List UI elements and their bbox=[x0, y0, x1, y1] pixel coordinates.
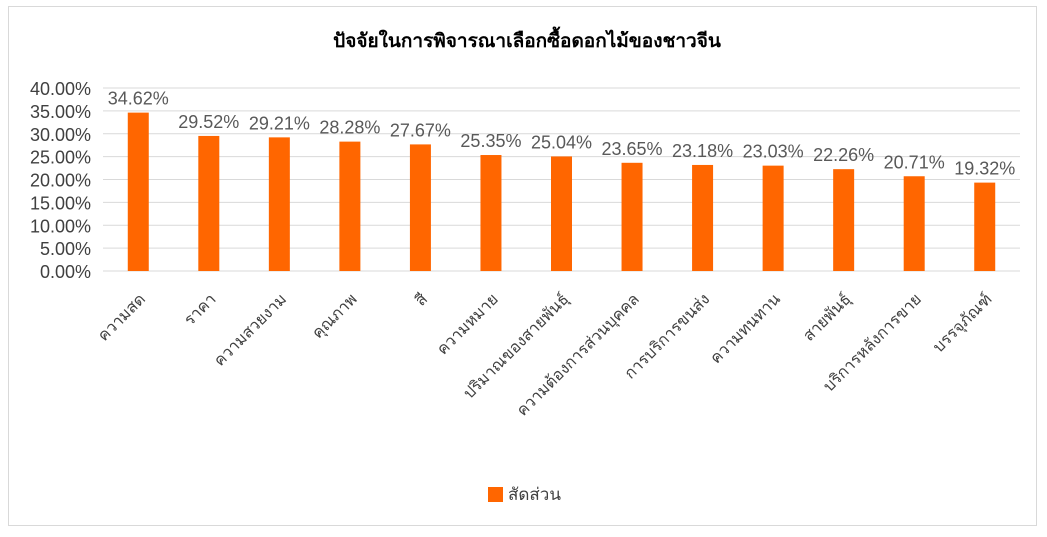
bar bbox=[692, 164, 714, 271]
x-tick-label: ความสด bbox=[94, 289, 149, 344]
data-label: 19.32% bbox=[954, 159, 1015, 179]
x-tick-label: บรรจุภัณฑ์ bbox=[929, 289, 996, 356]
data-label: 23.18% bbox=[672, 141, 733, 161]
x-tick-label: ความหมาย bbox=[433, 289, 502, 358]
y-tick-label: 0.00% bbox=[40, 262, 91, 282]
x-tick-label: สายพันธุ์ bbox=[799, 289, 855, 345]
data-label: 22.26% bbox=[813, 145, 874, 165]
y-tick-label: 10.00% bbox=[30, 216, 91, 236]
bar bbox=[127, 112, 149, 272]
data-label: 20.71% bbox=[884, 152, 945, 172]
data-label: 25.35% bbox=[460, 131, 521, 151]
legend: สัดส่วน bbox=[488, 485, 561, 505]
bar bbox=[409, 144, 431, 271]
x-tick-label: ความสวยงาม bbox=[210, 289, 290, 369]
data-label: 23.03% bbox=[743, 142, 804, 162]
bars bbox=[127, 112, 996, 272]
y-tick-label: 40.00% bbox=[30, 79, 91, 99]
data-label: 34.62% bbox=[108, 89, 169, 109]
data-label: 25.04% bbox=[531, 132, 592, 152]
bar bbox=[339, 141, 361, 271]
y-tick-label: 30.00% bbox=[30, 125, 91, 145]
data-label: 29.21% bbox=[249, 113, 310, 133]
data-label: 28.28% bbox=[319, 118, 380, 138]
chart-title: ปัจจัยในการพิจารณาเลือกซื้อดอกไม้ของชาวจ… bbox=[333, 26, 721, 52]
x-tick-label: ราคา bbox=[180, 289, 220, 329]
bar bbox=[974, 182, 996, 271]
bar bbox=[198, 135, 220, 271]
y-axis: 0.00% 5.00% 10.00% 15.00%20.00% 25.00% 30.00%… bbox=[30, 79, 91, 282]
y-tick-label: 15.00% bbox=[30, 193, 91, 213]
data-labels: 34.62% 29.52% 29.21% 28.28% 27.67% 25.35% 25.0… bbox=[108, 89, 1016, 179]
x-tick-label: คุณภาพ bbox=[308, 289, 361, 342]
data-label: 23.65% bbox=[602, 139, 663, 159]
legend-label: สัดส่วน bbox=[508, 485, 561, 505]
data-label: 27.67% bbox=[390, 120, 451, 140]
y-tick-label: 20.00% bbox=[30, 171, 91, 191]
x-tick-label: สี bbox=[411, 289, 432, 310]
bar bbox=[480, 155, 502, 271]
bar bbox=[903, 176, 925, 271]
y-tick-label: 25.00% bbox=[30, 148, 91, 168]
bar bbox=[833, 169, 855, 271]
x-tick-label: ความทนทาน bbox=[706, 289, 784, 367]
bar bbox=[621, 162, 643, 271]
legend-swatch bbox=[488, 487, 503, 502]
x-tick-label: ความต้องการส่วนบุคคล bbox=[513, 289, 644, 420]
y-tick-label: 35.00% bbox=[30, 102, 91, 122]
bar bbox=[551, 156, 572, 271]
y-tick-label: 5.00% bbox=[40, 239, 91, 259]
chart-frame bbox=[8, 6, 1037, 526]
bar bbox=[762, 165, 784, 271]
data-label: 29.52% bbox=[178, 112, 239, 132]
bar bbox=[268, 137, 290, 271]
